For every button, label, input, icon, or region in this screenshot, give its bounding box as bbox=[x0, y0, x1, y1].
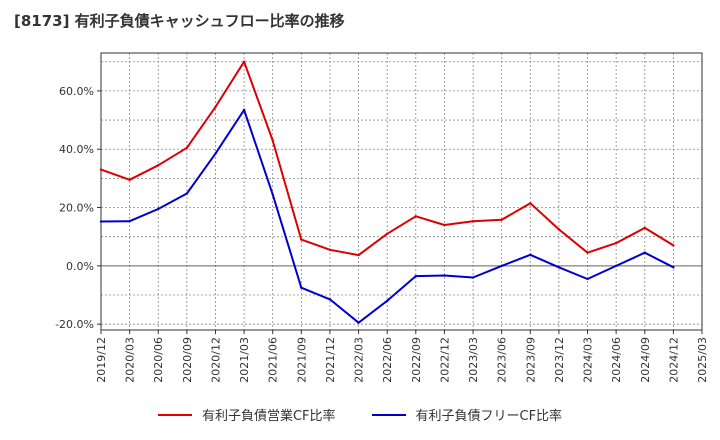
y-tick-label: 0.0% bbox=[66, 260, 94, 273]
data-point-operating-cf bbox=[328, 248, 332, 252]
data-point-free-cf bbox=[128, 220, 131, 223]
data-point-operating-cf bbox=[157, 164, 160, 167]
data-point-free-cf bbox=[357, 321, 360, 324]
data-point-operating-cf bbox=[643, 226, 646, 230]
data-point-operating-cf bbox=[471, 220, 475, 223]
data-point-operating-cf bbox=[99, 168, 103, 171]
data-point-operating-cf bbox=[385, 232, 389, 235]
x-tick-label: 2020/03 bbox=[124, 337, 137, 383]
data-point-free-cf bbox=[643, 251, 646, 254]
data-point-operating-cf bbox=[614, 241, 618, 245]
x-tick-label: 2021/03 bbox=[238, 337, 251, 383]
x-tick-label: 2023/09 bbox=[524, 337, 537, 383]
x-tick-label: 2024/12 bbox=[667, 337, 680, 383]
y-tick-label: 20.0% bbox=[59, 202, 94, 215]
plot-frame bbox=[100, 52, 703, 331]
data-point-free-cf bbox=[529, 253, 532, 256]
data-point-free-cf bbox=[214, 152, 217, 155]
data-point-free-cf bbox=[328, 298, 332, 301]
data-point-free-cf bbox=[385, 299, 389, 303]
x-tick-label: 2025/03 bbox=[696, 337, 709, 383]
data-point-operating-cf bbox=[214, 105, 217, 109]
legend-swatch-blue bbox=[371, 413, 406, 416]
chart-legend: 有利子負債営業CF比率 有利子負債フリーCF比率 bbox=[0, 405, 720, 424]
data-point-operating-cf bbox=[557, 228, 561, 231]
data-point-free-cf bbox=[185, 192, 189, 195]
x-tick-label: 2023/12 bbox=[553, 337, 566, 383]
legend-item-operating-cf: 有利子負債営業CF比率 bbox=[157, 405, 336, 424]
data-point-operating-cf bbox=[185, 146, 189, 149]
data-point-operating-cf bbox=[271, 139, 274, 142]
data-point-operating-cf bbox=[242, 60, 246, 63]
data-point-free-cf bbox=[672, 266, 675, 269]
data-point-free-cf bbox=[242, 108, 246, 112]
x-tick-label: 2021/12 bbox=[324, 337, 337, 383]
x-tick-label: 2020/09 bbox=[181, 337, 194, 383]
data-point-free-cf bbox=[500, 264, 503, 268]
line-chart: -20.0% 0.0% 20.0% 40.0% 60.0% 2019/12 2020/03 2… bbox=[55, 52, 709, 383]
legend-label-operating-cf: 有利子負債営業CF比率 bbox=[201, 409, 336, 424]
data-point-free-cf bbox=[443, 274, 446, 277]
data-point-operating-cf bbox=[300, 238, 303, 241]
data-point-free-cf bbox=[614, 264, 618, 268]
x-tick-label: 2024/09 bbox=[639, 337, 652, 383]
y-tick-label: -20.0% bbox=[55, 318, 94, 331]
data-point-free-cf bbox=[157, 207, 160, 211]
x-tick-label: 2020/06 bbox=[152, 337, 165, 383]
data-point-free-cf bbox=[99, 220, 103, 223]
x-tick-label: 2022/06 bbox=[381, 337, 394, 383]
data-point-free-cf bbox=[271, 193, 274, 196]
legend-label-free-cf: 有利子負債フリーCF比率 bbox=[415, 409, 563, 424]
legend-swatch-red bbox=[157, 413, 192, 416]
x-tick-label: 2022/12 bbox=[438, 337, 451, 383]
x-tick-label: 2021/09 bbox=[295, 337, 308, 383]
x-tick-label: 2021/06 bbox=[267, 337, 280, 383]
data-point-operating-cf bbox=[672, 244, 675, 247]
y-tick-label: 60.0% bbox=[59, 85, 94, 98]
x-tick-label: 2024/03 bbox=[582, 337, 595, 383]
data-point-operating-cf bbox=[586, 251, 589, 254]
y-tick-label: 40.0% bbox=[59, 143, 94, 156]
x-tick-label: 2022/03 bbox=[353, 337, 366, 383]
data-point-operating-cf bbox=[128, 178, 131, 182]
x-tick-label: 2023/03 bbox=[467, 337, 480, 383]
chart-title: [8173] 有利子負債キャッシュフロー比率の推移 bbox=[14, 12, 345, 30]
legend-item-free-cf: 有利子負債フリーCF比率 bbox=[371, 405, 563, 424]
data-point-free-cf bbox=[414, 274, 418, 278]
data-point-free-cf bbox=[300, 286, 303, 289]
data-point-free-cf bbox=[557, 266, 561, 269]
data-point-operating-cf bbox=[357, 253, 360, 257]
data-point-free-cf bbox=[471, 276, 475, 279]
x-tick-label: 2019/12 bbox=[95, 337, 108, 383]
x-tick-label: 2022/09 bbox=[410, 337, 423, 383]
x-tick-label: 2023/06 bbox=[496, 337, 509, 383]
x-tick-label: 2024/06 bbox=[610, 337, 623, 383]
data-point-operating-cf bbox=[529, 201, 532, 205]
data-point-operating-cf bbox=[414, 215, 418, 218]
data-point-free-cf bbox=[586, 277, 589, 281]
data-point-operating-cf bbox=[500, 218, 503, 221]
data-point-operating-cf bbox=[443, 223, 446, 227]
x-tick-label: 2020/12 bbox=[209, 337, 222, 383]
